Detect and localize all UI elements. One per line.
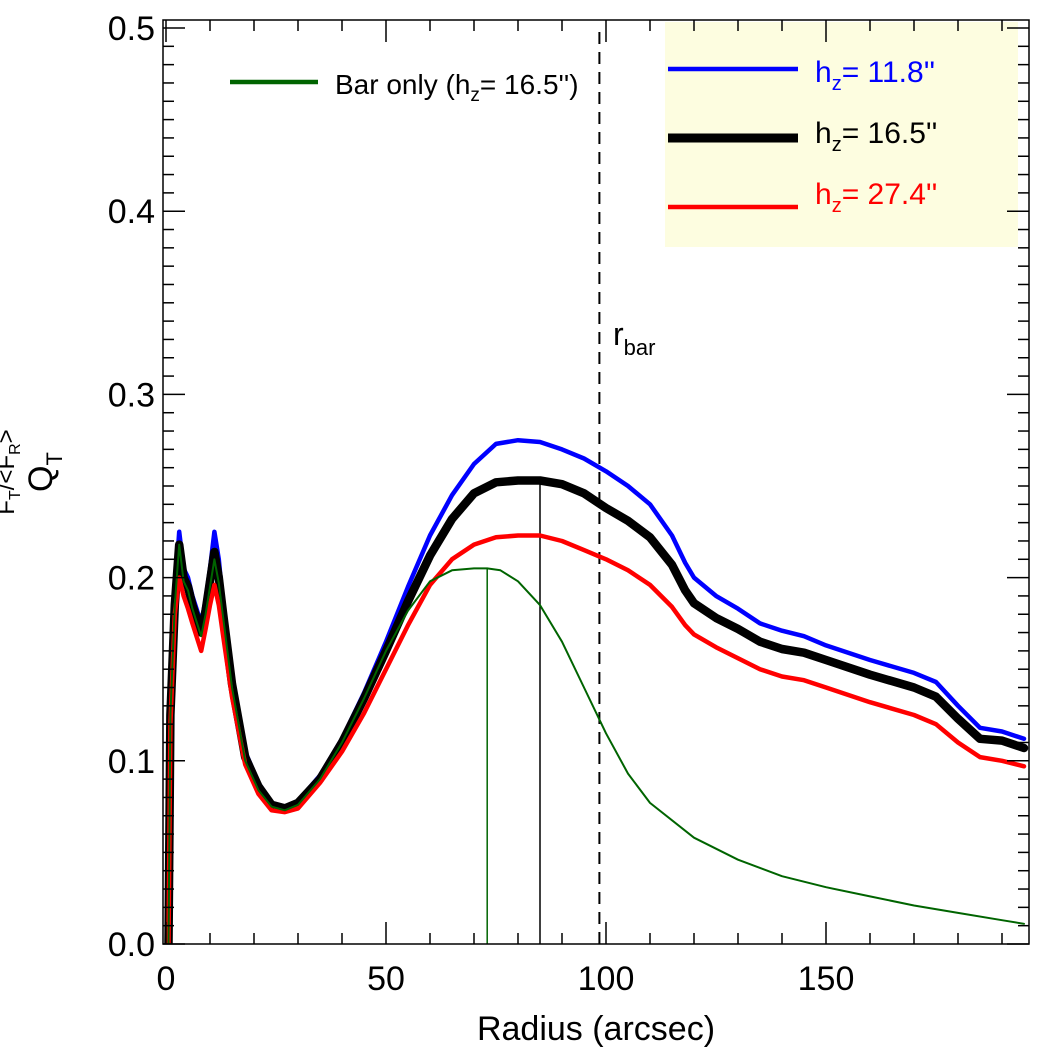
x-tick-label: 0 [157,960,176,998]
x-axis-label: Radius (arcsec) [477,1010,715,1048]
y-tick-label: 0.5 [108,10,155,48]
y-tick-label: 0.0 [108,926,155,964]
legend-entry-16-5: hz= 16.5'' [668,117,937,156]
series-layer [164,437,1029,944]
y-axis-label-ft-fr: FT/<FR> [0,429,24,514]
legend-label-11-8: hz= 11.8'' [815,56,935,95]
x-tick-label: 150 [798,960,855,998]
series-hz-27-4 [166,533,1027,944]
x-tick-label: 100 [578,960,635,998]
legend-entry-bar-only: Bar only (hz= 16.5'') [230,69,579,106]
x-tick-label: 50 [367,960,405,998]
y-axis-label-main: QT [22,452,67,492]
plot-frame [162,19,1030,945]
legend-label-bar-only: Bar only (hz= 16.5'') [335,69,579,106]
legend-label-16-5: hz= 16.5'' [815,117,937,156]
series-bar-only [167,543,1025,944]
y-tick-label: 0.2 [108,560,155,598]
axis-ticks: 0 50 100 150 0.0 0.1 0.2 0.3 0.4 0.5 [108,10,1029,998]
y-tick-label: 0.1 [108,743,155,781]
reference-lines [486,28,601,944]
legend-label-27-4: hz= 27.4'' [815,178,937,217]
legend-entry-11-8: hz= 11.8'' [668,56,935,95]
legend-entry-27-4: hz= 27.4'' [668,178,937,217]
y-axis-label-secondary: FT/<FR> [0,429,24,514]
rbar-annotation: rbar [613,316,655,360]
y-axis-label-q: QT [22,452,67,492]
y-tick-label: 0.4 [108,193,155,231]
y-tick-label: 0.3 [108,376,155,414]
